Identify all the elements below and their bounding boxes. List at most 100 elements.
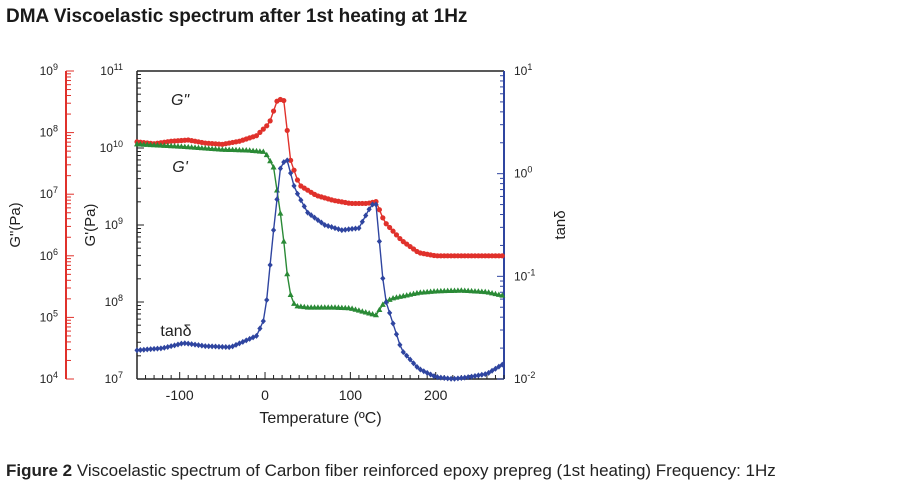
data-point-g1 [260, 148, 267, 154]
data-point-g1 [284, 270, 291, 277]
tan-tick-label: 10-1 [514, 267, 535, 283]
data-point-tan [414, 363, 420, 370]
data-point-g1 [362, 309, 369, 315]
data-point-tan [431, 373, 437, 380]
data-point-tan [144, 346, 150, 353]
data-point-tan [380, 275, 386, 282]
data-point-g1 [492, 290, 499, 297]
data-point-g1 [372, 311, 379, 318]
data-point-tan [342, 226, 348, 233]
figure-caption: Figure 2 Viscoelastic spectrum of Carbon… [6, 461, 776, 481]
data-point-g1 [485, 289, 492, 295]
g1-tick-label: 108 [105, 293, 123, 309]
data-point-g1 [277, 210, 284, 216]
data-point-g1 [369, 310, 376, 317]
data-point-g2 [383, 221, 389, 227]
data-point-tan [400, 349, 406, 356]
data-point-tan [308, 212, 314, 219]
data-point-tan [151, 345, 157, 352]
data-point-tan [189, 341, 195, 348]
data-point-g1 [352, 306, 359, 312]
data-point-g2 [376, 207, 382, 213]
data-point-tan [219, 343, 225, 350]
data-point-tan [363, 212, 369, 219]
data-point-g1 [366, 310, 373, 316]
data-point-g1 [270, 164, 277, 170]
data-point-tan [499, 361, 505, 368]
data-point-tan [397, 341, 403, 348]
data-point-tan [465, 374, 471, 381]
data-point-g2 [260, 126, 266, 132]
data-point-tan [206, 343, 212, 350]
data-point-g2 [267, 118, 273, 124]
data-point-g2 [294, 177, 301, 183]
data-point-tan [298, 197, 304, 204]
data-point-g1 [376, 306, 383, 313]
g1-axis-title: G'(Pa) [82, 204, 99, 247]
data-point-g2 [380, 215, 386, 221]
series-label-g2: G" [171, 92, 190, 109]
data-point-tan [311, 214, 318, 221]
data-point-tan [335, 226, 342, 233]
data-point-tan [352, 225, 359, 232]
data-point-g1 [499, 292, 506, 298]
data-point-tan [451, 375, 458, 382]
data-point-tan [267, 262, 273, 269]
data-point-g1 [267, 157, 274, 164]
data-point-tan [192, 341, 198, 348]
data-point-tan [137, 346, 144, 353]
data-point-tan [134, 347, 140, 354]
x-tick-label: 100 [339, 387, 363, 403]
data-point-tan [448, 375, 454, 382]
data-point-tan [284, 157, 290, 164]
tan-tick-label: 101 [514, 62, 532, 78]
data-point-tan [182, 340, 188, 347]
data-point-g1 [287, 291, 294, 298]
data-point-g1 [489, 289, 496, 296]
data-point-g1 [386, 296, 393, 302]
tan-axis-title: tanδ [552, 210, 569, 239]
g2-tick-label: 108 [40, 124, 58, 140]
data-point-tan [492, 365, 499, 372]
data-point-tan [445, 375, 451, 382]
data-point-tan [212, 343, 219, 350]
data-point-tan [424, 369, 430, 376]
page-title: DMA Viscoelastic spectrum after 1st heat… [6, 6, 468, 27]
g1-tick-label: 1010 [100, 139, 123, 155]
data-point-tan [305, 209, 311, 216]
data-point-tan [393, 331, 400, 338]
data-point-tan [264, 296, 270, 303]
data-point-tan [291, 182, 297, 189]
g2-axis-title: G"(Pa) [7, 202, 24, 247]
x-tick-label: 0 [261, 387, 269, 403]
data-point-tan [315, 217, 321, 224]
series-label-tan: tanδ [160, 323, 191, 340]
data-point-tan [407, 356, 413, 363]
g2-tick-label: 105 [40, 308, 58, 324]
x-tick-label: 200 [424, 387, 448, 403]
data-point-tan [366, 206, 372, 213]
data-point-tan [178, 340, 184, 347]
data-point-g2 [393, 232, 400, 238]
data-point-tan [148, 346, 154, 353]
data-point-tan [171, 342, 178, 349]
data-point-tan [277, 165, 283, 172]
data-point-tan [356, 225, 362, 232]
series-line-g2 [136, 98, 503, 257]
data-point-tan [270, 227, 277, 234]
data-point-tan [274, 196, 280, 203]
data-point-g2 [390, 228, 396, 234]
data-point-tan [165, 343, 171, 350]
data-point-g2 [291, 167, 297, 173]
data-point-tan [369, 201, 376, 208]
data-point-g1 [355, 307, 362, 313]
data-point-tan [458, 374, 464, 381]
data-point-tan [223, 343, 229, 350]
caption-text: Viscoelastic spectrum of Carbon fiber re… [76, 461, 776, 480]
g2-tick-label: 107 [40, 185, 58, 201]
data-point-g2 [284, 127, 290, 134]
x-axis-title: Temperature (ºC) [259, 410, 381, 427]
g1-tick-label: 1011 [100, 62, 123, 78]
data-point-g1 [359, 308, 366, 314]
tan-tick-label: 10-2 [514, 370, 535, 386]
